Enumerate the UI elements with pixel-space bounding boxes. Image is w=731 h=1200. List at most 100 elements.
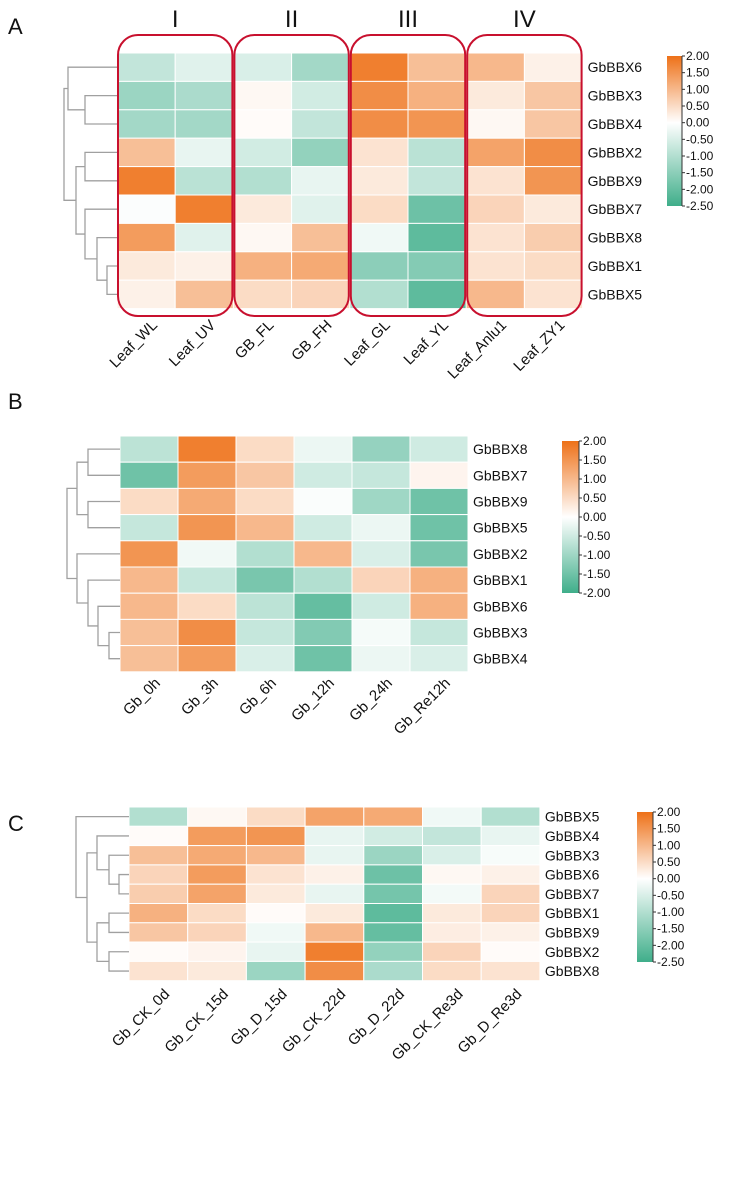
heatmap-cell: [304, 941, 365, 962]
heatmap-cell: [523, 279, 584, 310]
heatmap-cell: [349, 194, 409, 224]
heatmap-cell: [465, 279, 525, 310]
heatmap-cell: [351, 461, 411, 489]
dendrogram-branch: [76, 553, 120, 604]
column-label: Leaf_WL: [106, 317, 160, 371]
heatmap-c: GbBBX5 GbBBX4 GbBBX3 GbBBX6 GbBBX7 GbBBX1 GbBB…: [75, 805, 685, 1064]
heatmap-cell: [349, 222, 409, 253]
heatmap-cell: [465, 52, 525, 82]
heatmap-cell: [293, 540, 353, 568]
heatmap-cell: [363, 922, 423, 943]
heatmap-cell: [174, 166, 234, 196]
heatmap-cell: [128, 922, 189, 943]
heatmap-cell: [349, 137, 409, 168]
heatmap-cell: [119, 514, 179, 542]
heatmap-cell: [235, 514, 295, 542]
row-dendrogram: [75, 816, 129, 972]
column-label: Gb_0h: [120, 675, 164, 719]
heatmap-cell: [480, 845, 541, 866]
heatmap-cell: [304, 825, 365, 847]
row-label: GbBBX2: [473, 546, 528, 562]
row-label: GbBBX2: [588, 144, 643, 160]
heatmap-cell: [119, 435, 179, 463]
heatmap-cell: [407, 137, 467, 168]
heatmap-cell: [291, 279, 351, 310]
colorbar-tick-label: -1.00: [657, 905, 685, 919]
column-label: Gb_D_15d: [227, 986, 290, 1049]
heatmap-cell: [351, 566, 411, 594]
heatmap-cell: [128, 864, 189, 885]
heatmap-cell: [119, 618, 179, 647]
heatmap-cell: [422, 806, 482, 827]
row-label: GbBBX5: [588, 286, 643, 302]
heatmap-cell: [351, 514, 411, 542]
row-label: GbBBX6: [545, 867, 600, 883]
heatmap-cell: [232, 251, 293, 281]
group-box: [117, 34, 234, 317]
heatmap-cell: [480, 883, 541, 905]
column-label: GB_FH: [288, 317, 335, 364]
heatmap-cell: [245, 903, 306, 924]
heatmap-cell: [187, 806, 247, 827]
colorbar-tick-label: -0.50: [583, 529, 611, 543]
heatmap-cell: [465, 109, 525, 139]
heatmap-cell: [407, 222, 467, 253]
heatmap-cell: [232, 52, 293, 82]
heatmap-cell: [245, 941, 306, 962]
row-label: GbBBX9: [588, 173, 643, 189]
heatmap-cell: [523, 109, 584, 139]
heatmap-cell: [187, 825, 247, 847]
heatmap-cell: [304, 922, 365, 943]
dendrogram-branch: [76, 461, 88, 516]
heatmap-cell: [116, 194, 176, 224]
colorbar-tick-label: 1.50: [686, 66, 710, 80]
heatmap-cell: [235, 435, 295, 463]
heatmap-cell: [177, 566, 237, 594]
heatmap-cell: [245, 960, 306, 982]
heatmap-cell: [480, 922, 541, 943]
heatmap-cell: [480, 864, 541, 885]
heatmap-cell: [293, 618, 353, 647]
heatmap-cell: [245, 825, 306, 847]
heatmap-cell: [363, 960, 423, 982]
heatmap-cell: [119, 461, 179, 489]
heatmap-cell: [422, 903, 482, 924]
column-label: Gb_3h: [178, 675, 222, 719]
heatmap-cell: [465, 222, 525, 253]
panel-label-c: C: [8, 811, 24, 836]
heatmap-cell: [422, 825, 482, 847]
dendrogram-branch: [63, 87, 76, 201]
heatmap-cell: [174, 52, 234, 82]
heatmap-cell: [128, 883, 189, 905]
row-label: GbBBX2: [545, 944, 600, 960]
column-label: Gb_D_22d: [345, 986, 408, 1049]
row-dendrogram: [63, 66, 117, 296]
heatmap-b: GbBBX8 GbBBX7 GbBBX9 GbBBX5 GbBBX2 GbBBX1 GbBB…: [66, 434, 611, 738]
heatmap-cell: [187, 903, 247, 924]
heatmap-cell: [351, 592, 411, 620]
row-label: GbBBX4: [545, 828, 600, 844]
heatmap-cell: [235, 540, 295, 568]
heatmap-cell: [291, 52, 351, 82]
heatmap-cell: [363, 941, 423, 962]
dendrogram-branch: [118, 873, 129, 895]
heatmap-cell: [293, 435, 353, 463]
column-label: Leaf_Anlu1: [444, 317, 510, 383]
heatmap-cell: [465, 251, 525, 281]
heatmap-cell: [465, 194, 525, 224]
heatmap-cell: [174, 251, 234, 281]
row-label: GbBBX1: [545, 905, 600, 921]
column-label: GB_FL: [232, 317, 278, 363]
heatmap-cell: [232, 137, 293, 168]
row-label: GbBBX7: [473, 467, 528, 483]
colorbar-tick-label: -2.00: [657, 938, 685, 952]
heatmap-cell: [245, 845, 306, 866]
heatmap-cell: [304, 806, 365, 827]
heatmap-cell: [407, 279, 467, 310]
colorbar: [667, 56, 682, 206]
heatmap-cell: [523, 137, 584, 168]
row-label: GbBBX6: [588, 59, 643, 75]
colorbar-tick-label: 0.00: [583, 510, 607, 524]
heatmap-cell: [523, 222, 584, 253]
heatmap-cell: [351, 487, 411, 516]
